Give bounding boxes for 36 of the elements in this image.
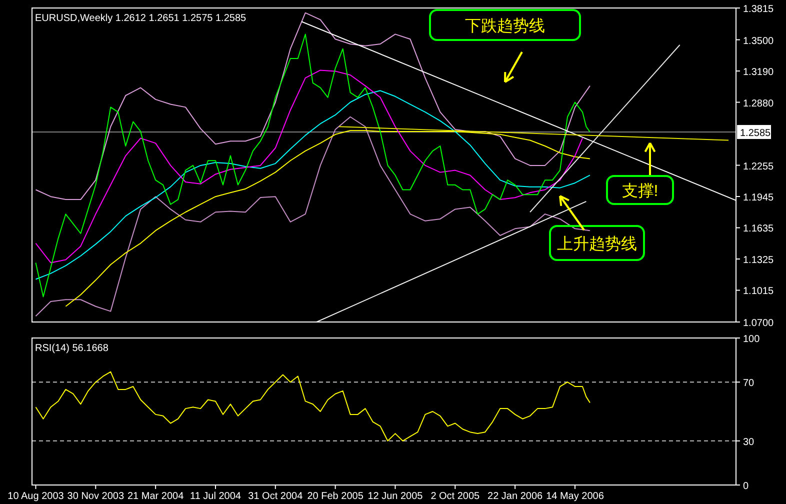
line-series xyxy=(35,371,590,442)
x-tick-label: 21 Mar 2004 xyxy=(127,491,184,502)
text: RSI(14) 56.1668 xyxy=(35,343,109,354)
y-tick-label: 1.3500 xyxy=(743,36,774,47)
ref-line-label: 1.2585 xyxy=(740,128,772,139)
text: EURUSD,Weekly 1.2612 1.2651 1.2575 1.2585 xyxy=(35,13,247,24)
line-series xyxy=(35,34,590,298)
x-tick-label: 2 Oct 2005 xyxy=(430,491,480,502)
y-tick-label: 100 xyxy=(743,334,760,345)
annotation: 支撑! xyxy=(622,182,658,200)
y-tick-label: 1.2880 xyxy=(743,98,774,110)
annotation: 下跌趋势线 xyxy=(465,17,545,35)
x-tick-label: 20 Feb 2005 xyxy=(307,491,364,502)
line-series xyxy=(65,130,590,307)
y-tick-label: 1.0700 xyxy=(743,318,774,329)
annotation: 上升趋势线 xyxy=(557,235,637,253)
x-tick-label: 12 Jun 2005 xyxy=(368,491,424,502)
x-tick-label: 11 Jul 2004 xyxy=(190,491,242,502)
y-tick-label: 1.1015 xyxy=(743,286,774,298)
y-tick-label: 1.3815 xyxy=(743,4,774,15)
y-tick-label: 0 xyxy=(743,481,749,492)
y-tick-label: 1.3190 xyxy=(743,67,774,78)
x-tick-label: 30 Nov 2003 xyxy=(67,491,124,502)
y-tick-label: 1.1325 xyxy=(743,255,774,266)
y-tick-label: 1.1945 xyxy=(743,192,774,204)
x-tick-label: 31 Oct 2004 xyxy=(248,491,304,502)
y-tick-label: 70 xyxy=(743,378,755,390)
x-tick-label: 10 Aug 2003 xyxy=(8,491,64,502)
x-tick-label: 14 May 2006 xyxy=(546,491,604,502)
y-tick-label: 1.2255 xyxy=(743,161,774,172)
y-tick-label: 30 xyxy=(743,436,755,448)
line-series xyxy=(35,116,590,317)
line-series xyxy=(35,90,590,280)
y-tick-label: 1.1635 xyxy=(743,224,774,235)
x-tick-label: 22 Jan 2006 xyxy=(488,491,544,502)
line-series xyxy=(35,12,590,200)
